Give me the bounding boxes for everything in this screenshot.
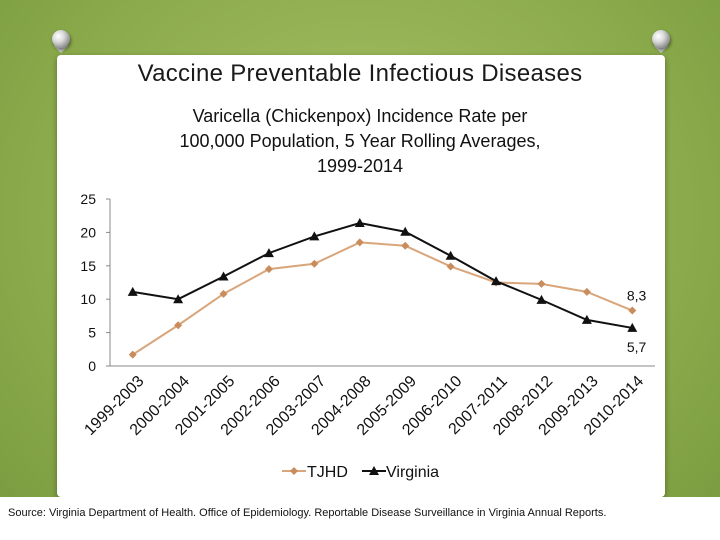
data-point-virginia bbox=[263, 248, 274, 258]
legend-label-virginia: Virginia bbox=[386, 464, 439, 481]
data-point-virginia bbox=[218, 271, 229, 281]
y-tick-label: 25 bbox=[80, 191, 96, 207]
data-point-tjhd bbox=[446, 262, 455, 271]
data-point-virginia bbox=[354, 218, 365, 228]
data-point-tjhd bbox=[582, 287, 591, 296]
chart-title-line-1: Varicella (Chickenpox) Incidence Rate pe… bbox=[192, 106, 528, 126]
series-line-virginia bbox=[132, 222, 633, 329]
data-point-virginia bbox=[127, 286, 138, 296]
data-point-tjhd bbox=[174, 321, 183, 330]
slide-title: Vaccine Preventable Infectious Diseases bbox=[137, 60, 583, 87]
chart-title-line-3: 1999-2014 bbox=[316, 156, 404, 176]
y-tick-label: 0 bbox=[88, 358, 96, 374]
data-label-virginia: 5,7 bbox=[627, 339, 647, 355]
legend-label-tjhd: TJHD bbox=[307, 464, 348, 481]
data-point-tjhd bbox=[219, 289, 228, 298]
y-tick-label: 15 bbox=[80, 258, 96, 274]
data-point-tjhd bbox=[628, 306, 637, 315]
legend-marker-tjhd bbox=[290, 467, 298, 475]
chart-title: Varicella (Chickenpox) Incidence Rate pe… bbox=[120, 104, 600, 179]
data-point-tjhd bbox=[264, 265, 273, 274]
data-label-tjhd: 8,3 bbox=[627, 288, 647, 304]
data-point-virginia bbox=[309, 231, 320, 241]
chart-title-line-2: 100,000 Population, 5 Year Rolling Avera… bbox=[179, 131, 541, 151]
data-point-virginia bbox=[491, 276, 502, 286]
source-text: Source: Virginia Department of Health. O… bbox=[8, 507, 607, 519]
series-line-tjhd bbox=[132, 241, 633, 356]
right-pushpin-icon bbox=[652, 30, 670, 48]
data-point-virginia bbox=[400, 226, 411, 236]
data-point-tjhd bbox=[128, 350, 137, 359]
data-point-tjhd bbox=[401, 241, 410, 250]
data-point-tjhd bbox=[537, 279, 546, 288]
y-tick-label: 10 bbox=[80, 291, 96, 307]
data-point-virginia bbox=[627, 322, 638, 332]
slide-card bbox=[57, 55, 665, 497]
source-footer: Source: Virginia Department of Health. O… bbox=[0, 497, 720, 540]
legend-marker-virginia bbox=[369, 466, 379, 475]
data-point-virginia bbox=[536, 294, 547, 304]
data-point-tjhd bbox=[310, 259, 319, 268]
data-point-virginia bbox=[173, 294, 184, 304]
y-tick-label: 20 bbox=[80, 224, 96, 240]
data-point-tjhd bbox=[355, 238, 364, 247]
data-point-virginia bbox=[581, 314, 592, 324]
left-pushpin-icon bbox=[52, 30, 70, 48]
data-point-virginia bbox=[445, 250, 456, 260]
y-tick-label: 5 bbox=[88, 325, 96, 341]
